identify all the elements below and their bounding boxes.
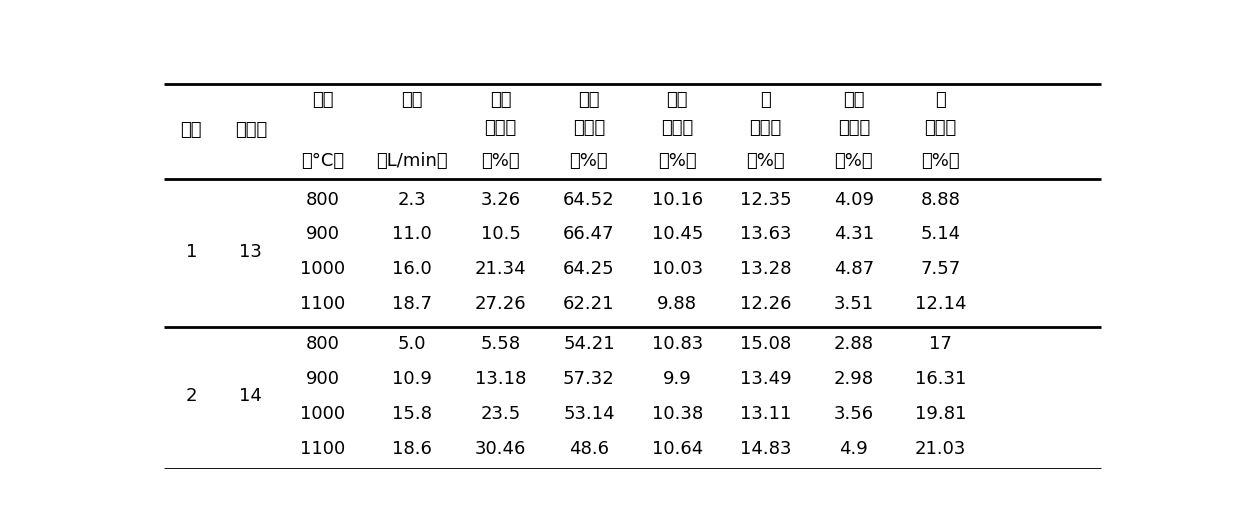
Text: 17: 17 <box>929 335 952 353</box>
Text: 16.0: 16.0 <box>393 260 432 278</box>
Text: 12.14: 12.14 <box>914 295 966 313</box>
Text: 18.7: 18.7 <box>393 295 432 313</box>
Text: 10.38: 10.38 <box>652 405 703 423</box>
Text: 10.83: 10.83 <box>652 335 703 353</box>
Text: （%）: （%） <box>835 152 873 170</box>
Text: （%）: （%） <box>658 152 696 170</box>
Text: 空速: 空速 <box>401 91 422 109</box>
Text: 27.26: 27.26 <box>475 295 527 313</box>
Text: （°C）: （°C） <box>301 152 344 170</box>
Text: 2.98: 2.98 <box>834 370 873 388</box>
Text: 10.5: 10.5 <box>481 226 520 243</box>
Text: 温度: 温度 <box>312 91 333 109</box>
Text: 10.16: 10.16 <box>652 191 703 209</box>
Text: 54.21: 54.21 <box>563 335 615 353</box>
Text: 11.0: 11.0 <box>393 226 432 243</box>
Text: 21.34: 21.34 <box>475 260 527 278</box>
Text: 8.88: 8.88 <box>921 191 960 209</box>
Text: 64.25: 64.25 <box>563 260 615 278</box>
Text: 1100: 1100 <box>300 295 346 313</box>
Text: 1000: 1000 <box>300 260 346 278</box>
Text: 5.0: 5.0 <box>398 335 426 353</box>
Text: 53.14: 53.14 <box>563 405 615 423</box>
Text: 13.18: 13.18 <box>475 370 527 388</box>
Text: 10.03: 10.03 <box>652 260 703 278</box>
Text: 4.9: 4.9 <box>840 440 869 458</box>
Text: 2.3: 2.3 <box>398 191 426 209</box>
Text: 4.09: 4.09 <box>834 191 873 209</box>
Text: 14.83: 14.83 <box>740 440 792 458</box>
Text: 10.45: 10.45 <box>652 226 703 243</box>
Text: 3.26: 3.26 <box>481 191 520 209</box>
Text: 19.81: 19.81 <box>914 405 966 423</box>
Text: 66.47: 66.47 <box>564 226 615 243</box>
Text: 7.57: 7.57 <box>921 260 960 278</box>
Text: 900: 900 <box>306 370 339 388</box>
Text: 13.28: 13.28 <box>740 260 792 278</box>
Text: 800: 800 <box>306 335 339 353</box>
Text: （%）: （%） <box>481 152 520 170</box>
Text: （%）: （%） <box>921 152 960 170</box>
Text: 5.58: 5.58 <box>481 335 520 353</box>
Text: 10.9: 10.9 <box>393 370 432 388</box>
Text: 9.88: 9.88 <box>657 295 698 313</box>
Text: 30.46: 30.46 <box>475 440 527 458</box>
Text: 14: 14 <box>239 387 263 405</box>
Text: 选择性: 选择性 <box>924 119 957 137</box>
Text: 21.03: 21.03 <box>914 440 966 458</box>
Text: 10.64: 10.64 <box>652 440 703 458</box>
Text: （%）: （%） <box>746 152 784 170</box>
Text: 4.31: 4.31 <box>834 226 873 243</box>
Text: 3.56: 3.56 <box>834 405 873 423</box>
Text: 800: 800 <box>306 191 339 209</box>
Text: 选择性: 选择性 <box>838 119 870 137</box>
Text: 实施例: 实施例 <box>234 121 268 139</box>
Text: 23.5: 23.5 <box>481 405 520 423</box>
Text: 转化率: 转化率 <box>484 119 517 137</box>
Text: 13: 13 <box>239 243 263 261</box>
Text: 2.88: 2.88 <box>834 335 873 353</box>
Text: 13.11: 13.11 <box>740 405 792 423</box>
Text: 64.52: 64.52 <box>563 191 615 209</box>
Text: 1000: 1000 <box>300 405 346 423</box>
Text: 选择性: 选择性 <box>750 119 782 137</box>
Text: 62.21: 62.21 <box>564 295 615 313</box>
Text: 900: 900 <box>306 226 339 243</box>
Text: 5.14: 5.14 <box>921 226 960 243</box>
Text: 13.63: 13.63 <box>740 226 792 243</box>
Text: 57.32: 57.32 <box>563 370 615 388</box>
Text: 选择性: 选择性 <box>662 119 694 137</box>
Text: 甲苯: 甲苯 <box>844 91 865 109</box>
Text: 9.9: 9.9 <box>663 370 691 388</box>
Text: 1: 1 <box>186 243 197 261</box>
Text: 12.26: 12.26 <box>740 295 792 313</box>
Text: 15.08: 15.08 <box>740 335 792 353</box>
Text: （L/min）: （L/min） <box>377 152 449 170</box>
Text: 4.87: 4.87 <box>834 260 873 278</box>
Text: 16.31: 16.31 <box>914 370 966 388</box>
Text: 1100: 1100 <box>300 440 346 458</box>
Text: 丙烯: 丙烯 <box>667 91 688 109</box>
Text: 甲烷: 甲烷 <box>489 91 512 109</box>
Text: 18.6: 18.6 <box>393 440 432 458</box>
Text: 3.51: 3.51 <box>834 295 873 313</box>
Text: 12.35: 12.35 <box>740 191 792 209</box>
Text: （%）: （%） <box>570 152 608 170</box>
Text: 选择性: 选择性 <box>572 119 605 137</box>
Text: 序号: 序号 <box>181 121 202 139</box>
Text: 13.49: 13.49 <box>740 370 792 388</box>
Text: 15.8: 15.8 <box>393 405 432 423</box>
Text: 2: 2 <box>186 387 197 405</box>
Text: 乙烯: 乙烯 <box>579 91 600 109</box>
Text: 48.6: 48.6 <box>569 440 608 458</box>
Text: 萘: 萘 <box>935 91 945 109</box>
Text: 苯: 苯 <box>761 91 771 109</box>
